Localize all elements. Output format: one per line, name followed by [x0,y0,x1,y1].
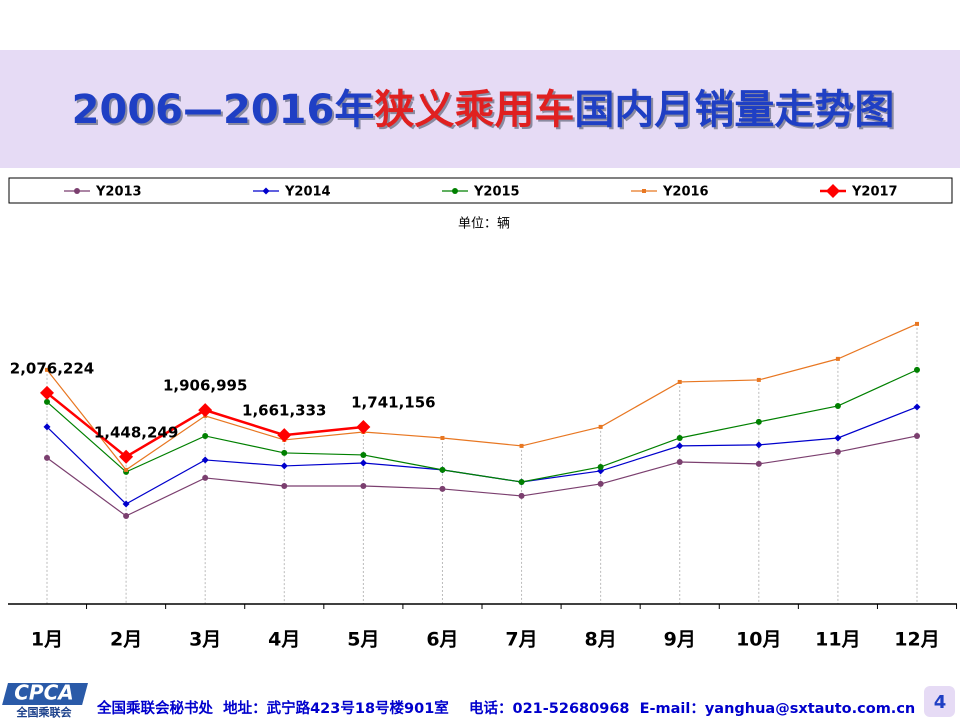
logo-sub: 全国乘联会 [16,705,73,719]
legend-label: Y2014 [284,185,331,200]
point [124,467,129,472]
data-label: 1,661,333 [242,402,326,420]
point [277,428,292,443]
x-tick-label: 1月 [31,629,63,651]
point [439,485,446,492]
series-line [46,406,918,505]
title-part: 2006—2016年 [72,87,375,133]
x-tick-label: 3月 [189,629,221,651]
point [43,423,51,431]
title-band [0,50,960,168]
point [202,474,209,481]
data-label: 1,448,249 [94,423,178,441]
x-tick-label: 7月 [505,629,537,651]
title-part: 国内月销量走势图 [576,89,896,135]
point [755,441,763,449]
title-part: 狭义乘用车 [374,87,574,133]
point [201,456,209,464]
point [834,448,841,455]
point [202,432,209,439]
point [119,449,134,464]
point [360,482,367,489]
point [676,442,684,450]
point [74,188,80,194]
point [452,188,458,194]
point [519,443,524,448]
point [518,479,525,485]
point [834,402,841,409]
footer: CPCA 全国乘联会 全国乘联会秘书处 地址：武宁路423号18号楼901室 电… [2,681,955,719]
logo-bg [2,683,88,705]
title-part: 国内月销量走势图 [574,87,894,133]
data-label: 1,906,995 [163,377,247,395]
point [123,512,130,519]
series: 2,076,224 1,448,249 1,906,995 1,661,333 1,74… [10,359,436,464]
chart-title: 2006—2016年狭义乘用车国内月销量走势图 [72,87,895,133]
point [598,424,603,429]
x-tick-label: 4月 [268,629,300,651]
point [122,500,130,508]
series-line [46,323,918,471]
point [45,367,49,372]
point [676,458,683,465]
point [439,466,446,473]
series-line [46,435,918,517]
title-part: 2006—2016年 [74,89,377,135]
title-shadow: 2006—2016年狭义乘用车国内月销量走势图 [74,89,897,135]
point [359,459,367,467]
point [440,435,445,440]
point [826,184,840,198]
legend-label: Y2013 [95,185,142,200]
point [198,403,213,418]
point [356,419,371,434]
point [597,480,604,487]
point [281,482,288,489]
series-line [46,369,918,483]
point [597,463,604,470]
point [518,492,525,499]
data-label: 1,741,156 [351,393,435,411]
point [914,366,920,373]
point [44,398,50,405]
point [915,321,919,326]
legend-label: Y2017 [851,185,898,200]
x-tick-label: 10月 [736,629,781,651]
title-part: 狭义乘用车 [376,89,576,135]
point [914,432,920,439]
legend-label: Y2016 [662,185,709,200]
series [44,366,920,485]
point [835,356,840,361]
x-tick-label: 5月 [347,629,379,651]
point [40,385,54,400]
legend-label: Y2015 [473,185,520,200]
x-tick-label: 12月 [894,629,939,651]
x-tick-label: 8月 [585,629,617,651]
point [262,187,270,195]
point [913,403,921,411]
footer-text: 全国乘联会秘书处 地址：武宁路423号18号楼901室 电话：021-52680… [96,699,915,717]
point [755,460,762,467]
point [756,377,761,382]
series [44,432,920,519]
point [280,462,288,470]
unit-label: 单位：辆 [458,217,510,232]
x-tick-label: 11月 [815,629,860,651]
point [642,189,646,193]
page-box [924,686,955,717]
point [755,418,762,425]
page-number: 4 [934,692,947,713]
x-tick-label: 2月 [110,629,142,651]
legend-box [8,177,953,204]
point [677,379,682,384]
x-tick-label: 6月 [426,629,458,651]
point [676,434,683,441]
point [281,449,288,456]
logo: CPCA [14,681,74,705]
data-label: 2,076,224 [10,359,94,377]
point [44,454,50,461]
x-tick-label: 9月 [664,629,696,651]
point [360,451,367,458]
point [834,434,842,442]
